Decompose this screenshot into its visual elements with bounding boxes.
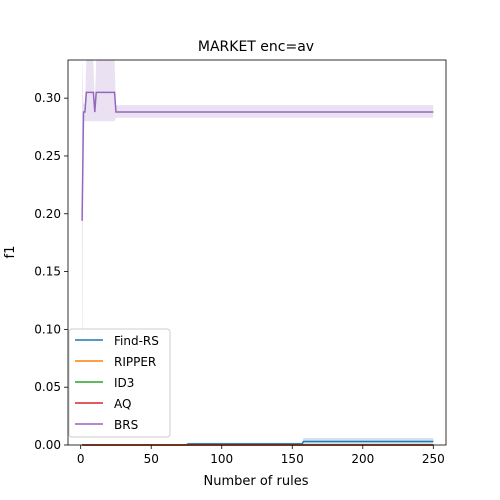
y-tick-label: 0.10	[34, 322, 61, 336]
x-tick-label: 100	[210, 452, 233, 466]
x-tick-label: 50	[144, 452, 159, 466]
chart-title: MARKET enc=av	[198, 39, 314, 55]
y-tick-label: 0.30	[34, 91, 61, 105]
x-tick-label: 0	[77, 452, 85, 466]
y-tick-label: 0.20	[34, 207, 61, 221]
legend-box	[68, 328, 171, 438]
legend-label-aq: AQ	[114, 397, 131, 411]
legend-label-id3: ID3	[114, 376, 134, 390]
y-axis-ticks: 0.00 0.05 0.10 0.15 0.20 0.25 0.30	[34, 91, 68, 452]
y-axis-label: f1	[3, 246, 18, 259]
y-tick-label: 0.25	[34, 149, 61, 163]
legend-label-ripper: RIPPER	[114, 355, 156, 369]
legend: Find-RS RIPPER ID3 AQ BRS	[68, 328, 171, 438]
x-axis-label: Number of rules	[204, 474, 309, 489]
y-tick-label: 0.05	[34, 380, 61, 394]
legend-label-find-rs: Find-RS	[114, 334, 159, 348]
y-tick-label: 0.15	[34, 265, 61, 279]
y-tick-label: 0.00	[34, 438, 61, 452]
plot-frame	[67, 59, 447, 446]
x-tick-label: 150	[281, 452, 304, 466]
band-find-rs	[82, 438, 434, 445]
series-line-brs	[81, 91, 434, 221]
x-axis-ticks: 0 50 100 150 200 250	[77, 445, 445, 466]
x-tick-label: 200	[351, 452, 374, 466]
confidence-bands	[82, 60, 434, 445]
x-tick-label: 250	[422, 452, 445, 466]
legend-label-brs: BRS	[114, 418, 138, 432]
